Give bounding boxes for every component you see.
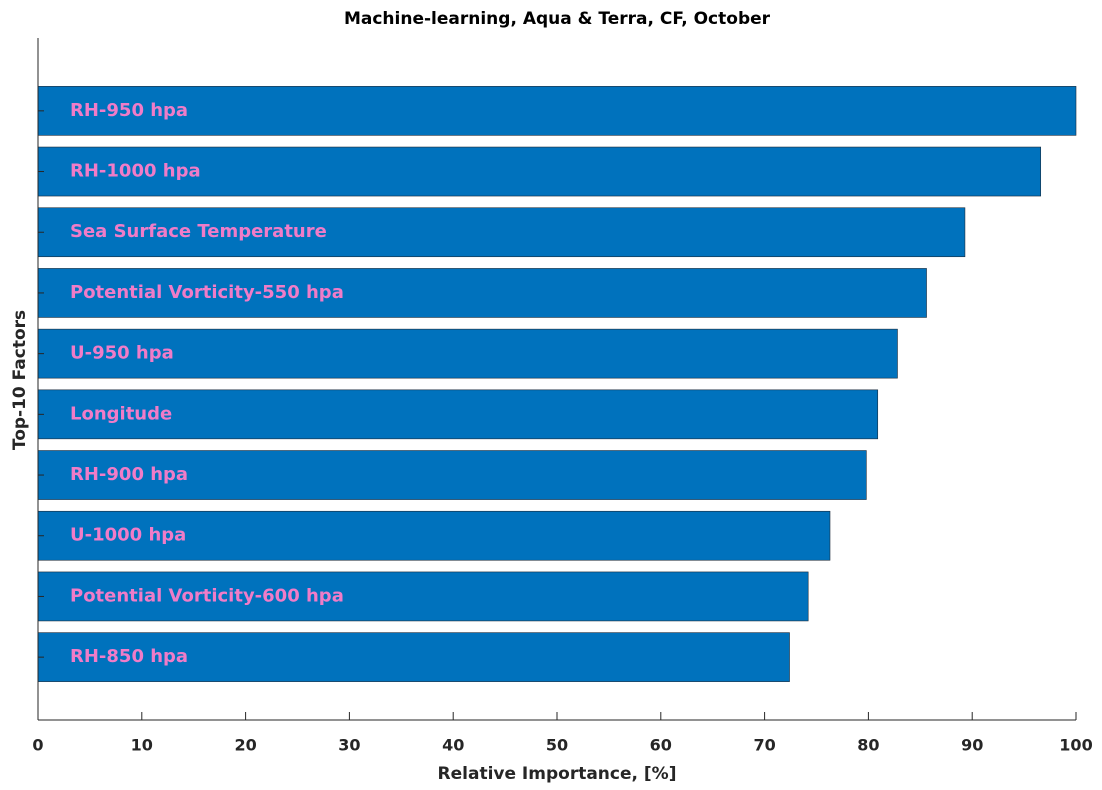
x-tick-label: 40 xyxy=(442,736,464,755)
x-tick-label: 60 xyxy=(650,736,672,755)
chart-title: Machine-learning, Aqua & Terra, CF, Octo… xyxy=(344,9,771,29)
x-axis-label: Relative Importance, [%] xyxy=(438,764,677,784)
bar xyxy=(37,510,831,561)
y-axis-label: Top-10 Factors xyxy=(10,310,30,450)
x-tick-label: 20 xyxy=(234,736,256,755)
x-tick-label: 70 xyxy=(753,736,775,755)
bar-label: RH-900 hpa xyxy=(70,464,188,485)
bar xyxy=(37,450,867,500)
bar-label: U-1000 hpa xyxy=(70,525,186,546)
bar-label: U-950 hpa xyxy=(70,343,174,364)
bar xyxy=(37,268,927,318)
bar-label: Sea Surface Temperature xyxy=(70,221,327,242)
bar-label: RH-850 hpa xyxy=(70,646,188,667)
x-tick-label: 90 xyxy=(961,736,983,755)
bar xyxy=(37,389,879,440)
bar xyxy=(37,86,1077,136)
bar-label: Longitude xyxy=(70,403,172,424)
bar-label: RH-1000 hpa xyxy=(70,161,201,182)
bar-label: RH-950 hpa xyxy=(70,100,188,121)
bar xyxy=(37,146,1042,197)
x-tick-label: 10 xyxy=(131,736,153,755)
x-tick-label: 0 xyxy=(32,736,43,755)
x-tick-label: 80 xyxy=(857,736,879,755)
x-tick-label: 100 xyxy=(1059,736,1092,755)
bar xyxy=(37,207,966,258)
bar-label: Potential Vorticity-600 hpa xyxy=(70,585,344,606)
x-tick-label: 50 xyxy=(546,736,568,755)
bar-label: Potential Vorticity-550 hpa xyxy=(70,282,344,303)
x-tick-label: 30 xyxy=(338,736,360,755)
bar xyxy=(37,328,898,379)
bar xyxy=(37,571,809,622)
